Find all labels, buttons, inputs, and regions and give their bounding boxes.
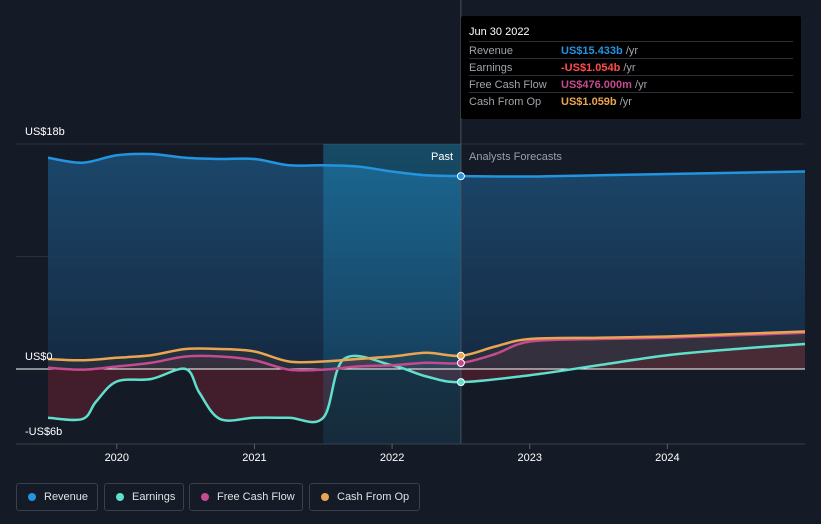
tooltip-label: Revenue — [469, 45, 514, 57]
tooltip-row-revenue: Revenue US$15.433b /yr — [469, 41, 793, 59]
legend-revenue[interactable]: Revenue — [16, 483, 98, 511]
legend-free-cash-flow[interactable]: Free Cash Flow — [189, 483, 303, 511]
series-lines — [47, 152, 806, 424]
tooltip: Jun 30 2022 Revenue US$15.433b /yr Earni… — [461, 16, 801, 119]
x-tick-label: 2021 — [242, 452, 266, 464]
free-cash-flow-dot-icon — [201, 493, 209, 501]
y-tick-label-top: US$18b — [25, 126, 65, 138]
earnings-line — [47, 342, 806, 424]
forecast-label: Analysts Forecasts — [469, 151, 562, 163]
revenue-line — [47, 152, 806, 178]
legend-label: Free Cash Flow — [217, 491, 295, 503]
cash-from-op-area — [48, 331, 805, 369]
legend-label: Earnings — [132, 491, 176, 503]
y-tick-label-zero: US$0 — [25, 351, 53, 363]
highlight-band — [323, 144, 461, 444]
y-tick-label-bottom: -US$6b — [25, 426, 63, 438]
x-tick-label: 2024 — [655, 452, 679, 464]
x-tick-label: 2022 — [380, 452, 404, 464]
earnings-marker — [456, 378, 465, 387]
tooltip-date: Jun 30 2022 — [469, 26, 530, 38]
tooltip-label: Cash From Op — [469, 96, 542, 108]
legend-cash-from-op[interactable]: Cash From Op — [309, 483, 420, 511]
x-tick-label: 2020 — [105, 452, 129, 464]
tooltip-value: -US$1.054b /yr — [561, 62, 636, 74]
cash-from-op-marker — [456, 351, 465, 360]
tooltip-value: US$15.433b /yr — [561, 45, 639, 57]
past-label: Past — [431, 151, 453, 163]
series-markers — [456, 172, 465, 387]
earnings-dot-icon — [116, 493, 124, 501]
x-axis-ticks: 2020 2021 2022 2023 2024 — [105, 444, 680, 464]
cash-from-op-dot-icon — [321, 493, 329, 501]
tooltip-row-earnings: Earnings -US$1.054b /yr — [469, 58, 793, 76]
free-cash-flow-area — [48, 332, 805, 371]
tooltip-row-cash-from-op: Cash From Op US$1.059b /yr — [469, 92, 793, 110]
revenue-dot-icon — [28, 493, 36, 501]
x-tick-label: 2023 — [517, 452, 541, 464]
tooltip-value: US$476.000m /yr — [561, 79, 648, 91]
legend-label: Cash From Op — [337, 491, 410, 503]
legend-label: Revenue — [44, 491, 89, 503]
free-cash-flow-marker — [456, 359, 465, 367]
cash-from-op-line — [47, 330, 806, 364]
legend-earnings[interactable]: Earnings — [104, 483, 184, 511]
tooltip-label: Earnings — [469, 62, 513, 74]
tooltip-label: Free Cash Flow — [469, 79, 547, 91]
tooltip-row-free-cash-flow: Free Cash Flow US$476.000m /yr — [469, 75, 793, 93]
revenue-marker — [456, 172, 465, 181]
tooltip-value: US$1.059b /yr — [561, 96, 632, 108]
